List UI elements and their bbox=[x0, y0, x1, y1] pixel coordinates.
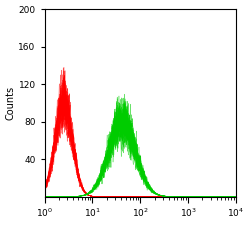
Y-axis label: Counts: Counts bbox=[6, 86, 16, 120]
